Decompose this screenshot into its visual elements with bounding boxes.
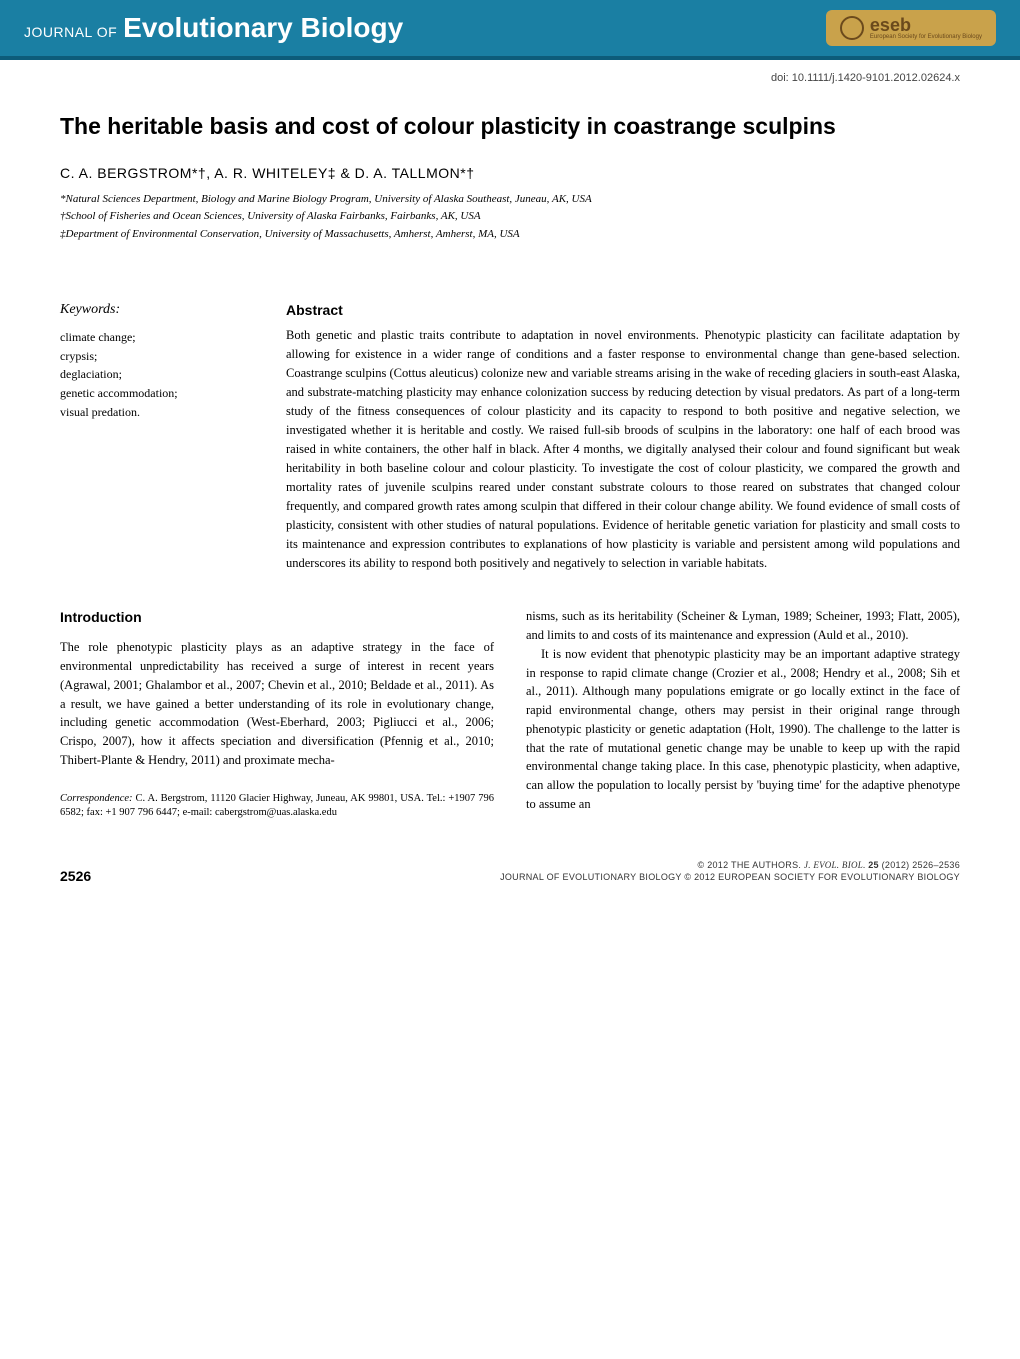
introduction-heading: Introduction [60,607,494,628]
journal-name: Evolutionary Biology [123,12,403,44]
badge-full: European Society for Evolutionary Biolog… [870,34,982,40]
doi-line: doi: 10.1111/j.1420-9101.2012.02624.x [0,60,1020,90]
authors-line: C. A. BERGSTROM*†, A. R. WHITELEY‡ & D. … [60,165,960,181]
footer-line1a: © 2012 THE AUTHORS. [697,860,804,870]
journal-prefix: JOURNAL OF [24,24,117,40]
intro-para-right-b: It is now evident that phenotypic plasti… [526,645,960,814]
affiliation-3: ‡Department of Environmental Conservatio… [60,226,960,243]
globe-icon [840,16,864,40]
correspondence-label: Correspondence: [60,793,133,804]
intro-para-right-a: nisms, such as its heritability (Scheine… [526,607,960,645]
badge-acronym: eseb [870,16,982,34]
body-columns: Introduction The role phenotypic plastic… [60,607,960,821]
intro-para-left: The role phenotypic plasticity plays as … [60,638,494,769]
society-badge: eseb European Society for Evolutionary B… [826,10,996,46]
article-title: The heritable basis and cost of colour p… [60,112,960,141]
affiliation-2: †School of Fisheries and Ocean Sciences,… [60,208,960,225]
keywords-column: Keywords: climate change; crypsis; degla… [60,302,250,573]
affiliation-1: *Natural Sciences Department, Biology an… [60,191,960,208]
body-col-right: nisms, such as its heritability (Scheine… [526,607,960,821]
abstract-column: Abstract Both genetic and plastic traits… [286,302,960,573]
page-footer: 2526 © 2012 THE AUTHORS. J. EVOL. BIOL. … [0,859,1020,902]
footer-line1c: 25 [868,860,879,870]
abstract-heading: Abstract [286,302,960,318]
footer-line1b: J. EVOL. BIOL. [804,860,868,870]
keywords-list: climate change; crypsis; deglaciation; g… [60,328,250,421]
journal-title-box: JOURNAL OF Evolutionary Biology [24,12,403,44]
keywords-heading: Keywords: [60,302,250,318]
page-number: 2526 [60,868,91,884]
footer-line1: © 2012 THE AUTHORS. J. EVOL. BIOL. 25 (2… [500,859,960,872]
badge-text: eseb European Society for Evolutionary B… [870,16,982,40]
abstract-text: Both genetic and plastic traits contribu… [286,326,960,573]
journal-header: JOURNAL OF Evolutionary Biology eseb Eur… [0,0,1020,60]
footer-line1d: (2012) 2526–2536 [879,860,960,870]
footer-copyright: © 2012 THE AUTHORS. J. EVOL. BIOL. 25 (2… [500,859,960,884]
keywords-abstract-row: Keywords: climate change; crypsis; degla… [60,302,960,573]
body-col-left: Introduction The role phenotypic plastic… [60,607,494,821]
affiliations: *Natural Sciences Department, Biology an… [60,191,960,243]
correspondence-block: Correspondence: C. A. Bergstrom, 11120 G… [60,792,494,821]
footer-line2: JOURNAL OF EVOLUTIONARY BIOLOGY © 2012 E… [500,871,960,884]
article-content: The heritable basis and cost of colour p… [0,90,1020,841]
